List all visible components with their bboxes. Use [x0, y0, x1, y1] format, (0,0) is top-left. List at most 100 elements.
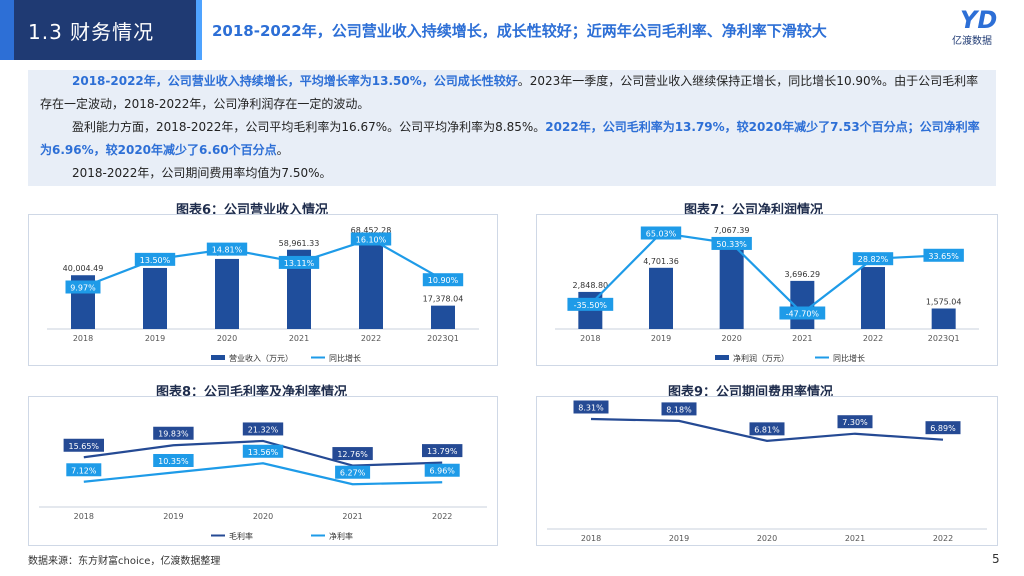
growth-label-2023Q1-bg — [422, 273, 464, 287]
series-0-label-2019-bg — [661, 402, 697, 416]
legend-label-0: 净利润（万元） — [733, 353, 789, 363]
summary-text-1: 。2023年一季度，公司营业收入继续保持正增长，同比增长10.90%。由于公司毛… — [40, 74, 979, 111]
growth-label-2020-bg — [711, 236, 752, 250]
x-tick-2018: 2018 — [580, 334, 600, 343]
growth-label-2022-bg — [350, 232, 392, 246]
summary-paragraph-3: 2018-2022年，公司期间费用率均值为7.50%。 — [72, 166, 332, 180]
series-1-label-2019: 10.35% — [158, 457, 189, 466]
legend-label-1: 同比增长 — [833, 353, 865, 363]
legend-label-1: 净利率 — [329, 531, 353, 541]
summary-text-2b: 。 — [276, 143, 289, 157]
series-0-label-2020-bg — [749, 422, 785, 436]
growth-label-2018: -35.50% — [574, 301, 608, 310]
header-accent — [0, 0, 14, 60]
series-1-label-2021: 6.27% — [340, 469, 366, 478]
series-0-label-2018-bg — [573, 400, 609, 414]
bar-value-2021: 58,961.33 — [279, 239, 320, 248]
series-0-label-2022: 6.89% — [930, 424, 956, 433]
series-0-label-2020: 21.32% — [248, 425, 279, 434]
growth-label-2022: 28.82% — [858, 255, 889, 264]
x-tick-2022: 2022 — [863, 334, 883, 343]
section-header: 1.3 财务情况 — [0, 0, 196, 60]
x-tick-2019: 2019 — [651, 334, 671, 343]
growth-label-2020-bg — [206, 242, 248, 256]
x-tick-2020: 2020 — [757, 534, 777, 543]
section-title: 1.3 财务情况 — [28, 20, 155, 44]
growth-label-2023Q1: 33.65% — [928, 252, 959, 261]
bar-2023Q1 — [931, 308, 956, 329]
growth-label-2023Q1: 10.90% — [428, 276, 459, 285]
growth-label-2019: 65.03% — [646, 230, 677, 239]
bar-2019 — [649, 267, 673, 329]
series-0-label-2021-bg — [332, 447, 373, 461]
summary-highlight-2: 2022年，公司毛利率为13.79%，较2020年减少了7.53个百分点；公司净… — [40, 120, 980, 157]
bar-2019 — [143, 267, 167, 329]
series-0-label-2019-bg — [153, 426, 194, 440]
x-tick-2022: 2022 — [933, 534, 953, 543]
x-tick-2020: 2020 — [721, 334, 741, 343]
bar-value-2019: 4,701.36 — [643, 257, 679, 266]
series-1-label-2022-bg — [424, 463, 460, 477]
bar-value-2023Q1: 17,378.04 — [423, 295, 464, 304]
series-1-label-2018: 7.12% — [71, 466, 97, 475]
legend-swatch-0 — [715, 355, 729, 360]
logo-icon: YD — [960, 6, 998, 34]
brand-logo: YD 亿渡数据 — [950, 6, 1006, 47]
page-headline: 2018-2022年，公司营业收入持续增长，成长性较好；近两年公司毛利率、净利率… — [212, 22, 827, 40]
series-line-1 — [83, 462, 443, 486]
growth-label-2021: -47.70% — [786, 310, 820, 319]
bar-value-2021: 3,696.29 — [785, 270, 821, 279]
page-number: 5 — [992, 552, 1000, 566]
summary-text-2a: 盈利能力方面，2018-2022年，公司平均毛利率为16.67%。公司平均净利率… — [72, 120, 546, 134]
series-1-label-2020-bg — [242, 444, 284, 458]
x-tick-2022: 2022 — [361, 334, 381, 343]
growth-label-2021-bg — [278, 255, 320, 269]
growth-line — [589, 231, 944, 315]
series-0-label-2021-bg — [837, 415, 873, 429]
bar-2020 — [215, 258, 239, 329]
growth-label-2023Q1-bg — [923, 248, 964, 262]
bar-2023Q1 — [431, 305, 455, 329]
x-tick-2018: 2018 — [74, 512, 94, 521]
logo-text: 亿渡数据 — [952, 36, 992, 47]
series-line-0 — [590, 417, 944, 442]
summary-highlight-1: 2018-2022年，公司营业收入持续增长，平均增长率为13.50%，公司成长性… — [72, 74, 518, 88]
x-tick-2018: 2018 — [73, 334, 93, 343]
growth-label-2018-bg — [65, 280, 101, 294]
growth-label-2020: 50.33% — [716, 240, 747, 249]
growth-label-2018: 9.97% — [70, 284, 96, 293]
growth-label-2019-bg — [134, 252, 176, 266]
legend-label-1: 同比增长 — [329, 353, 361, 363]
bar-value-2020: 7,067.39 — [714, 226, 750, 235]
growth-label-2019-bg — [640, 226, 682, 240]
summary-box: 2018-2022年，公司营业收入持续增长，平均增长率为13.50%，公司成长性… — [28, 70, 996, 186]
series-0-label-2019: 19.83% — [158, 430, 189, 439]
chart9-expense-ratio: 2018 2019 2020 2021 2022 8.31% 8.18% 6.81% 7.30%… — [536, 396, 998, 546]
chart8-margins: 2018 2019 2020 2021 2022 15.65% 19.83% 21.32% 12… — [28, 396, 498, 546]
x-tick-2021: 2021 — [845, 534, 865, 543]
x-tick-2022: 2022 — [432, 512, 452, 521]
x-tick-2021: 2021 — [289, 334, 309, 343]
series-0-label-2022: 13.79% — [427, 447, 458, 456]
series-1-label-2019-bg — [153, 453, 194, 467]
x-tick-2023Q1: 2023Q1 — [427, 334, 459, 343]
summary-paragraph-1: 2018-2022年，公司营业收入持续增长，平均增长率为13.50%，公司成长性… — [28, 70, 996, 116]
series-0-label-2019: 8.18% — [666, 405, 692, 414]
legend-label-0: 营业收入（万元） — [229, 353, 293, 363]
series-0-label-2018: 8.31% — [578, 404, 604, 413]
x-tick-2020: 2020 — [253, 512, 273, 521]
series-0-label-2018: 15.65% — [69, 442, 100, 451]
x-tick-2019: 2019 — [163, 512, 183, 521]
bar-value-2022: 68,452.28 — [351, 226, 392, 235]
x-tick-2021: 2021 — [342, 512, 362, 521]
bar-value-2023Q1: 1,575.04 — [926, 297, 962, 306]
series-0-label-2020: 6.81% — [754, 425, 780, 434]
series-1-label-2018-bg — [66, 463, 102, 477]
x-tick-2023Q1: 2023Q1 — [928, 334, 960, 343]
series-0-label-2020-bg — [242, 422, 284, 436]
growth-label-2021-bg — [779, 306, 826, 320]
bar-2022 — [359, 237, 383, 329]
series-1-label-2020: 13.56% — [248, 448, 279, 457]
x-tick-2020: 2020 — [217, 334, 237, 343]
x-tick-2019: 2019 — [669, 534, 689, 543]
